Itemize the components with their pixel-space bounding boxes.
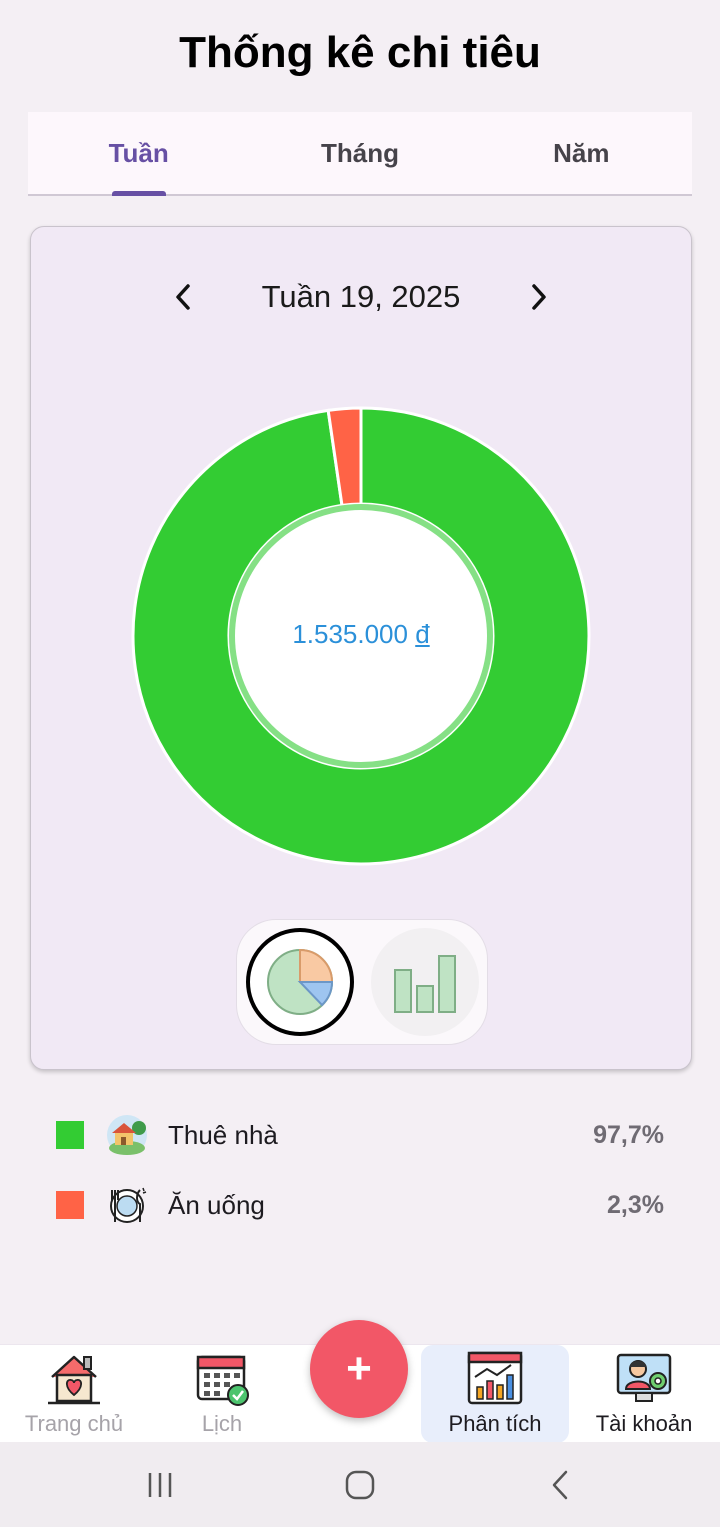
tab-week[interactable]: Tuần (28, 112, 249, 194)
period-tabs: Tuần Tháng Năm (28, 112, 692, 196)
analytics-icon (467, 1351, 523, 1405)
back-chevron-icon (552, 1470, 568, 1499)
legend-name-food: Ăn uống (168, 1189, 265, 1220)
nav-item-home[interactable]: Trang chủ (0, 1345, 148, 1443)
week-navigator: Tuần 19, 2025 (31, 275, 691, 319)
legend-swatch-rent (56, 1121, 84, 1149)
chevron-left-icon (176, 284, 190, 310)
total-currency: đ (415, 619, 430, 649)
home-circle-icon (345, 1470, 375, 1499)
total-amount: 1.535.000 đ (31, 619, 691, 650)
bar-chart-toggle-button[interactable] (370, 928, 479, 1036)
tab-year[interactable]: Năm (553, 137, 610, 168)
total-value: 1.535.000 (292, 619, 408, 649)
legend-name-rent: Thuê nhà (168, 1119, 278, 1150)
chart-card: Tuần 19, 2025 1.535.000 đ (30, 226, 692, 1070)
nav-item-calendar[interactable]: Lịch (148, 1345, 296, 1443)
account-icon (616, 1353, 672, 1402)
category-legend: Thuê nhà 97,7% Ăn uống 2,3% (56, 1100, 664, 1240)
add-transaction-button[interactable]: + (310, 1320, 408, 1418)
donut-chart[interactable] (31, 227, 691, 1069)
dining-icon (110, 1187, 147, 1223)
chart-type-toggle (236, 919, 488, 1045)
legend-percent-food: 2,3% (607, 1190, 664, 1219)
nav-label-calendar: Lịch (201, 1411, 243, 1436)
nav-label-analytics: Phân tích (448, 1411, 542, 1436)
legend-item-rent[interactable]: Thuê nhà 97,7% (56, 1100, 664, 1170)
nav-label-account: Tài khoản (595, 1411, 693, 1436)
nav-label-home: Trang chủ (24, 1411, 124, 1436)
system-navigation-bar (0, 1442, 720, 1527)
house-icon (107, 1115, 147, 1155)
next-week-button[interactable] (517, 275, 561, 319)
back-system-button[interactable] (460, 1469, 660, 1501)
page-title: Thống kê chi tiêu (179, 28, 541, 77)
nav-item-analytics[interactable]: Phân tích (421, 1345, 569, 1443)
week-label: Tuần 19, 2025 (261, 279, 461, 314)
nav-item-account[interactable]: Tài khoản (570, 1345, 718, 1443)
recent-apps-button[interactable] (60, 1470, 260, 1500)
pie-chart-toggle-button[interactable] (245, 928, 354, 1036)
legend-swatch-food (56, 1191, 84, 1219)
previous-week-button[interactable] (161, 275, 205, 319)
home-icon (48, 1355, 100, 1405)
legend-item-food[interactable]: Ăn uống 2,3% (56, 1170, 664, 1240)
bar-chart-icon (393, 955, 456, 1013)
pie-chart-icon (266, 948, 333, 1015)
tab-month[interactable]: Tháng (320, 137, 399, 168)
legend-percent-rent: 97,7% (593, 1120, 664, 1149)
calendar-icon (196, 1355, 249, 1406)
donut-center (235, 510, 487, 762)
chevron-right-icon (532, 284, 546, 310)
recent-apps-icon (148, 1472, 172, 1497)
home-system-button[interactable] (260, 1469, 460, 1501)
